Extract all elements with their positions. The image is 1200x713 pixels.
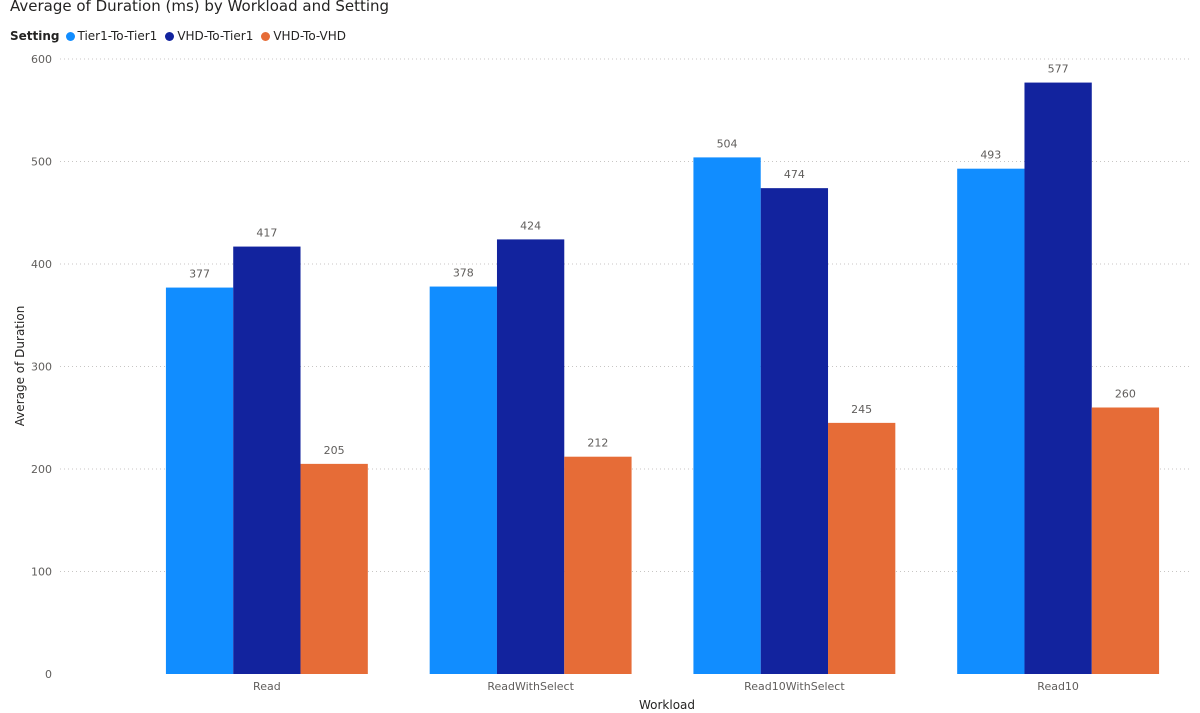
chart-title: Average of Duration (ms) by Workload and… <box>10 0 390 15</box>
bar[interactable] <box>760 188 829 674</box>
data-label: 577 <box>1048 63 1069 76</box>
data-label: 245 <box>851 403 872 416</box>
y-tick-label: 200 <box>31 463 52 476</box>
bar[interactable] <box>564 456 632 674</box>
bar[interactable] <box>693 157 761 674</box>
legend-marker <box>165 31 175 41</box>
y-tick-label: 300 <box>31 361 52 374</box>
legend-item-vhd-to-tier1[interactable]: VHD-To-Tier1 <box>165 29 253 43</box>
y-axis-ticks: 0 100 200 300 400 500 600 <box>31 53 52 681</box>
x-tick-label: Read <box>253 680 281 693</box>
x-tick-label: Read10 <box>1037 680 1079 693</box>
legend: Setting Tier1-To-Tier1 VHD-To-Tier1 VHD-… <box>10 28 354 44</box>
data-label: 378 <box>453 267 474 280</box>
data-label: 205 <box>324 444 345 457</box>
legend-marker <box>261 31 271 41</box>
legend-title: Setting <box>10 29 60 43</box>
data-labels: 377 417 205 378 424 212 504 474 245 493 577 260 <box>189 63 1136 457</box>
y-axis-title: Average of Duration <box>13 306 27 427</box>
bar[interactable] <box>429 286 497 674</box>
x-tick-label: Read10WithSelect <box>744 680 845 693</box>
legend-label: VHD-To-VHD <box>273 29 346 43</box>
y-tick-label: 100 <box>31 566 52 579</box>
data-label: 417 <box>256 227 277 240</box>
legend-label: VHD-To-Tier1 <box>177 29 254 43</box>
data-label: 504 <box>717 137 738 150</box>
x-axis-ticks: Read ReadWithSelect Read10WithSelect Read10 <box>253 680 1079 693</box>
data-label: 424 <box>520 219 541 232</box>
legend-marker <box>65 31 75 41</box>
legend-item-vhd-to-vhd[interactable]: VHD-To-VHD <box>261 29 346 43</box>
x-axis-title: Workload <box>639 698 695 712</box>
bar[interactable] <box>1091 407 1160 675</box>
y-tick-label: 500 <box>31 156 52 169</box>
legend-label: Tier1-To-Tier1 <box>77 29 158 43</box>
legend-item-tier1-to-tier1[interactable]: Tier1-To-Tier1 <box>65 29 158 43</box>
bars <box>165 82 1160 675</box>
data-label: 260 <box>1115 388 1136 401</box>
data-label: 493 <box>980 149 1001 162</box>
bar[interactable] <box>828 422 896 674</box>
data-label: 474 <box>784 168 805 181</box>
data-label: 377 <box>189 268 210 281</box>
bar[interactable] <box>957 168 1025 675</box>
bar[interactable] <box>300 463 368 674</box>
bar[interactable] <box>165 287 234 674</box>
y-tick-label: 600 <box>31 53 52 66</box>
bar[interactable] <box>1024 82 1092 674</box>
y-tick-label: 0 <box>45 668 52 681</box>
bar[interactable] <box>496 239 565 674</box>
y-tick-label: 400 <box>31 258 52 271</box>
x-tick-label: ReadWithSelect <box>487 680 574 693</box>
bar[interactable] <box>233 246 301 674</box>
data-label: 212 <box>587 437 608 450</box>
